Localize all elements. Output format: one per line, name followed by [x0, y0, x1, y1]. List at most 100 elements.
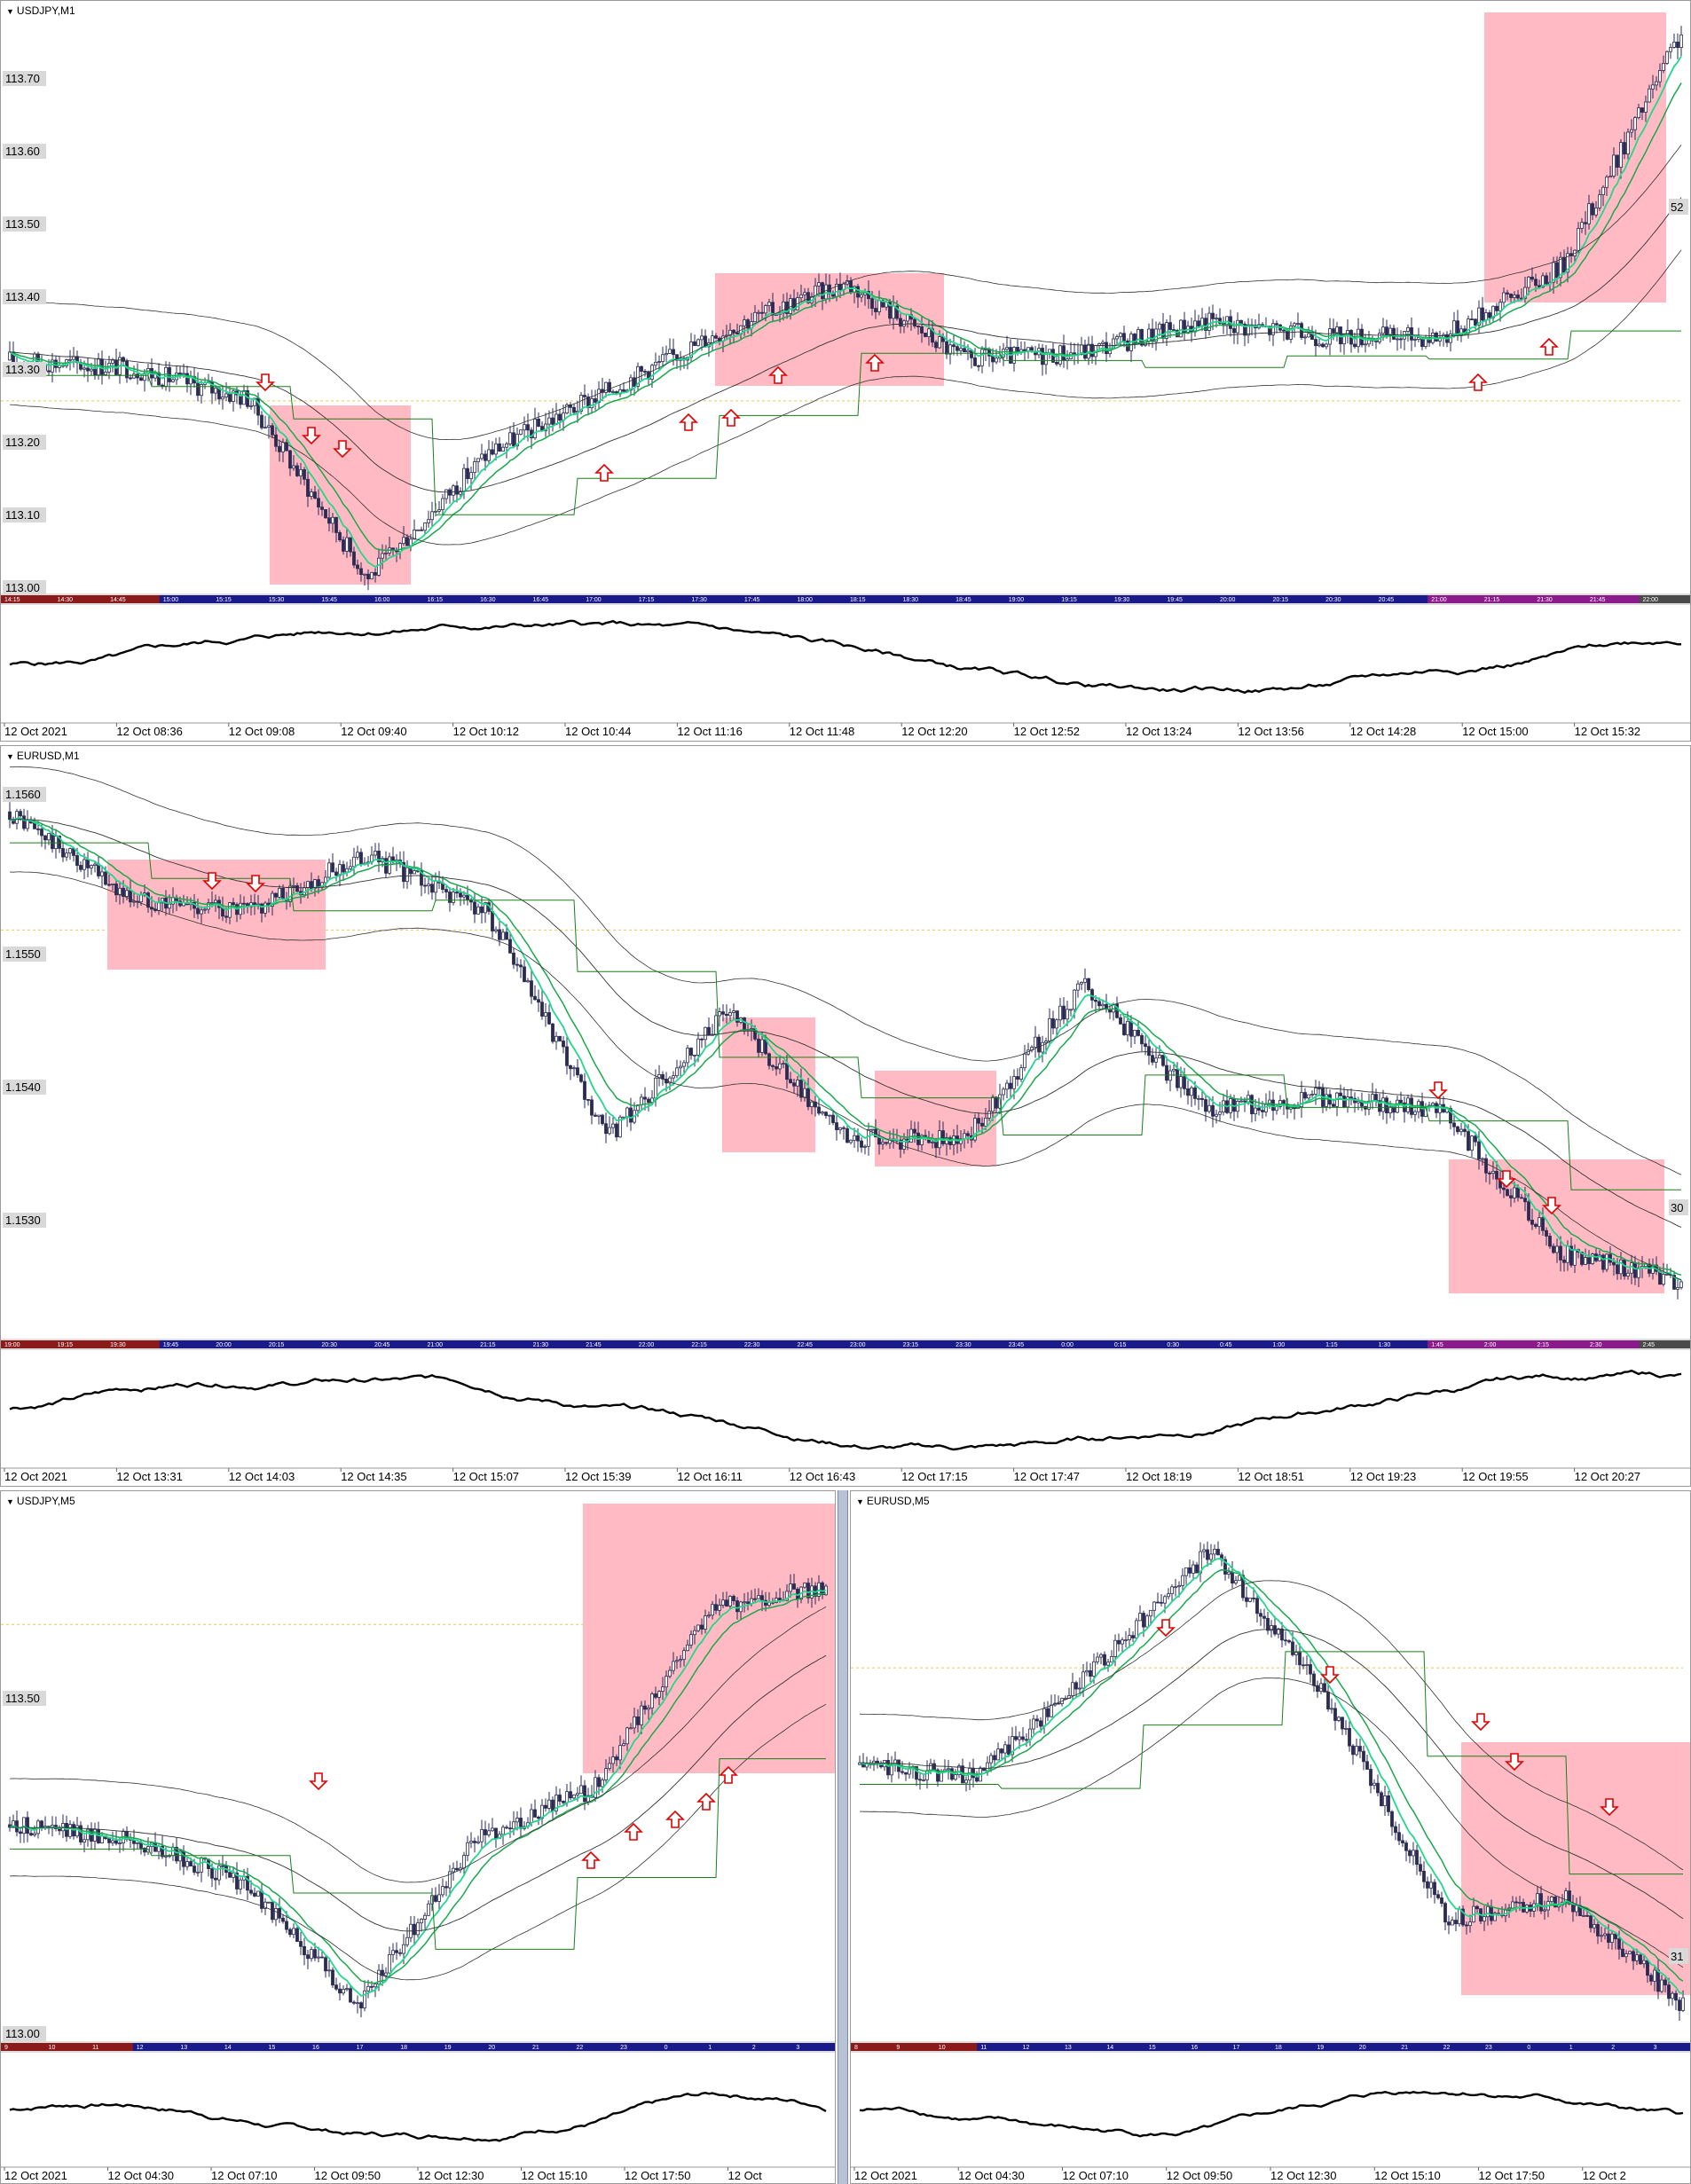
session-strip-segment	[264, 2043, 311, 2051]
candle-body	[764, 305, 767, 314]
candle-body	[100, 871, 104, 876]
session-strip-segment	[529, 1340, 584, 1348]
candle-body	[1623, 142, 1626, 155]
candle-body	[175, 1846, 178, 1862]
candle-body	[484, 1829, 487, 1835]
candle-body	[1012, 1076, 1016, 1089]
candle-body	[1248, 1598, 1252, 1602]
price-label-bg	[3, 1691, 46, 1706]
candle-body	[1058, 1005, 1062, 1021]
chart-panel-usdjpy-m5[interactable]: ▼ USDJPY,M5 113.50 113.00 9 10 11 12 13 14 15 16 17…	[0, 1490, 836, 2184]
candle-body	[1344, 1728, 1348, 1730]
session-strip-segment	[899, 1340, 954, 1348]
candle-body	[1541, 1217, 1545, 1231]
candle-body	[1074, 1682, 1078, 1690]
candle-body	[132, 900, 136, 903]
candle-body	[366, 1985, 370, 1992]
session-strip-label: 21:15	[1484, 597, 1500, 603]
candle-body	[1333, 1708, 1337, 1721]
time-axis-label: 12 Oct 09:50	[1167, 2169, 1232, 2182]
candle-body	[1232, 328, 1236, 334]
candle-body	[1271, 323, 1275, 335]
candle-body	[480, 906, 484, 914]
candle-body	[83, 367, 86, 370]
panel-splitter[interactable]	[838, 1490, 848, 2184]
candle-body	[1644, 101, 1648, 113]
chart-panel-usdjpy-m1[interactable]: ▼ USDJPY,M1 113.70 113.60 113.50 113.40 113.3…	[0, 0, 1691, 742]
candle-body	[1584, 222, 1587, 224]
candle-body	[359, 568, 363, 575]
candle-body	[1474, 1135, 1477, 1143]
candle-body	[682, 1062, 686, 1067]
candle-body	[501, 1827, 505, 1835]
candle-body	[405, 867, 409, 883]
time-axis-label: 12 Oct 20:27	[1575, 1470, 1640, 1483]
candle-body	[995, 357, 998, 363]
price-tick-label: 1.1540	[5, 1080, 41, 1094]
candle-body	[1399, 338, 1403, 341]
candle-body	[993, 1755, 996, 1761]
candle-body	[554, 1035, 558, 1042]
candle-body	[345, 537, 349, 552]
session-strip-label: 23:15	[903, 1342, 919, 1348]
candle-body	[352, 551, 356, 566]
candle-body	[505, 931, 508, 940]
candle-body	[161, 898, 164, 904]
chart-panel-eurusd-m1[interactable]: ▼ EURUSD,M1 1.1560 1.1550 1.1540 1.1530 30 19:…	[0, 745, 1691, 1487]
candle-body	[714, 1015, 718, 1035]
candle-body	[672, 349, 675, 356]
chart-panel-eurusd-m5[interactable]: ▼ EURUSD,M5 31 8 9 10 11 12 13 14 15 16 17 18 19 20 21 2…	[850, 1490, 1691, 2184]
candle-body	[1626, 131, 1630, 155]
candle-body	[1314, 1088, 1317, 1095]
candle-body	[19, 811, 22, 817]
candle-body	[281, 1917, 285, 1922]
candle-body	[203, 908, 207, 911]
session-strip-label: 14	[1106, 2045, 1113, 2051]
time-axis-label: 12 Oct 15:00	[1462, 725, 1528, 738]
candle-body	[551, 1799, 554, 1811]
session-strip-label: 9	[4, 2045, 8, 2051]
candle-body	[1174, 1586, 1177, 1589]
candle-body	[271, 892, 274, 907]
candle-body	[579, 1785, 583, 1795]
candle-body	[725, 1013, 728, 1017]
session-strip-segment	[748, 2043, 794, 2051]
candle-body	[1491, 1170, 1495, 1174]
session-strip-segment	[846, 1340, 901, 1348]
arrow-down-icon	[1156, 1619, 1176, 1638]
dropdown-triangle-icon[interactable]: ▼	[6, 1497, 14, 1506]
candle-body	[1392, 327, 1396, 340]
candle-body	[1081, 1671, 1085, 1689]
step-line	[860, 1651, 1683, 1875]
arrow-down-icon	[1320, 1666, 1340, 1685]
candle-body	[757, 1595, 760, 1599]
candle-body	[278, 445, 281, 452]
dropdown-triangle-icon[interactable]: ▼	[856, 1497, 864, 1506]
time-axis-label: 12 Oct 07:10	[211, 2169, 277, 2182]
session-strip-label: 21	[532, 2045, 539, 2051]
candle-body	[1413, 1111, 1417, 1115]
candle-body	[508, 1827, 512, 1830]
candle-body	[487, 1830, 491, 1835]
candle-body	[1326, 1692, 1330, 1709]
dropdown-triangle-icon[interactable]: ▼	[6, 7, 14, 16]
candle-body	[860, 1140, 863, 1148]
session-strip-label: 1:15	[1325, 1342, 1338, 1348]
candle-body	[1559, 1245, 1562, 1261]
candle-body	[51, 359, 54, 373]
arrow-down-icon	[333, 440, 352, 459]
dropdown-triangle-icon[interactable]: ▼	[6, 752, 14, 761]
session-strip-label: 15	[1149, 2045, 1156, 2051]
candle-body	[533, 995, 537, 1001]
session-strip-segment	[952, 595, 1006, 603]
candle-body	[1170, 1586, 1174, 1595]
candle-body	[51, 833, 54, 850]
chart-title: ▼ USDJPY,M1	[6, 4, 75, 17]
candle-body	[1404, 1842, 1408, 1851]
candle-body	[544, 1012, 547, 1017]
candle-body	[139, 894, 143, 903]
candle-body	[377, 851, 381, 862]
candle-body	[1287, 1640, 1291, 1643]
candle-body	[1665, 1273, 1669, 1276]
